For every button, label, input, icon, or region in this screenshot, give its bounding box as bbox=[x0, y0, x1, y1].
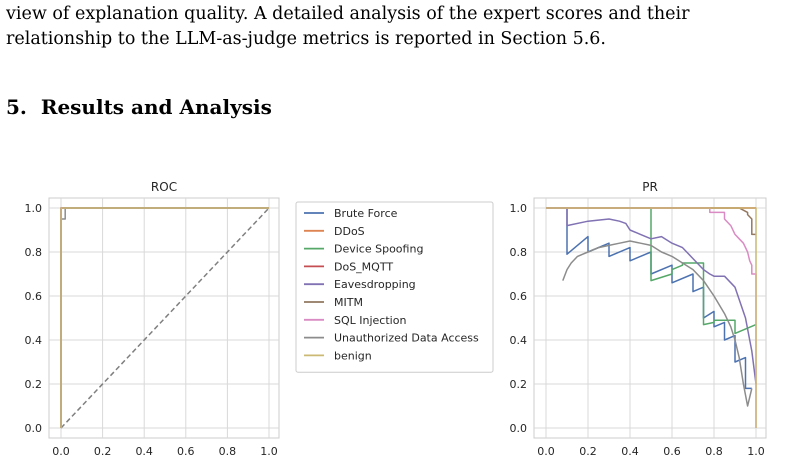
section-title: Results and Analysis bbox=[40, 95, 272, 119]
series-line-benign bbox=[60, 207, 269, 428]
x-tick-label: 0.6 bbox=[177, 445, 195, 458]
chart-title: ROC bbox=[151, 180, 177, 194]
legend-label: Brute Force bbox=[334, 207, 398, 220]
legend-label: Unauthorized Data Access bbox=[334, 332, 479, 345]
legend-label: DDoS bbox=[334, 225, 365, 238]
y-tick-label: 0.2 bbox=[510, 378, 528, 391]
diagonal-reference-line bbox=[60, 207, 270, 429]
x-tick-label: 0.2 bbox=[94, 445, 112, 458]
x-tick-label: 0.2 bbox=[579, 445, 597, 458]
legend-frame bbox=[295, 201, 494, 373]
series-line-benign bbox=[546, 207, 757, 428]
plot-frame bbox=[48, 197, 280, 439]
section-number: 5. bbox=[6, 95, 27, 119]
y-tick-label: 0.8 bbox=[510, 246, 528, 259]
y-tick-label: 0.6 bbox=[25, 290, 43, 303]
pr-panel: 0.0 0.2 0.4 0.6 0.8 1.0 0.0 0.2 0.4 0.6 0.8 1.0 PR bbox=[510, 180, 767, 458]
y-tick-label: 0.4 bbox=[510, 334, 528, 347]
legend-label: Eavesdropping bbox=[334, 278, 416, 291]
y-tick-label: 1.0 bbox=[510, 202, 528, 215]
y-tick-label: 0.0 bbox=[510, 422, 528, 435]
x-tick-label: 0.8 bbox=[705, 445, 723, 458]
legend-label: benign bbox=[334, 349, 372, 362]
paragraph-line: relationship to the LLM-as-judge metrics… bbox=[6, 29, 606, 49]
x-tick-label: 0.0 bbox=[537, 445, 555, 458]
plot-frame bbox=[533, 197, 767, 439]
figure-roc-pr: 0.0 0.2 0.4 0.6 0.8 1.0 0.0 0.2 0.4 0.6 0.8 1.0 ROC 0… bbox=[0, 170, 788, 464]
x-tick-label: 0.8 bbox=[219, 445, 237, 458]
x-tick-label: 1.0 bbox=[747, 445, 765, 458]
y-tick-label: 0.0 bbox=[25, 422, 43, 435]
y-tick-label: 1.0 bbox=[25, 202, 43, 215]
y-tick-label: 0.8 bbox=[25, 246, 43, 259]
legend-label: MITM bbox=[334, 296, 363, 309]
x-tick-label: 1.0 bbox=[260, 445, 278, 458]
section-heading: 5. Results and Analysis bbox=[6, 95, 272, 119]
series-line-sql-injection bbox=[546, 207, 757, 428]
x-tick-label: 0.4 bbox=[621, 445, 639, 458]
x-tick-label: 0.0 bbox=[52, 445, 70, 458]
roc-panel: 0.0 0.2 0.4 0.6 0.8 1.0 0.0 0.2 0.4 0.6 0.8 1.0 ROC bbox=[25, 180, 280, 458]
y-tick-label: 0.6 bbox=[510, 290, 528, 303]
x-tick-label: 0.4 bbox=[135, 445, 153, 458]
y-tick-label: 0.4 bbox=[25, 334, 43, 347]
legend-label: DoS_MQTT bbox=[334, 260, 393, 273]
paragraph-line: view of explanation quality. A detailed … bbox=[6, 4, 690, 24]
series-line-unauthorized-data-access bbox=[562, 240, 753, 407]
y-tick-label: 0.2 bbox=[25, 378, 43, 391]
legend-label: Device Spoofing bbox=[334, 243, 423, 256]
x-tick-label: 0.6 bbox=[663, 445, 681, 458]
legend-label: SQL Injection bbox=[334, 314, 406, 327]
chart-title: PR bbox=[642, 180, 658, 194]
figure-svg: 0.0 0.2 0.4 0.6 0.8 1.00.00.20.40.60.81.0ROC0… bbox=[25, 180, 767, 458]
series-line-device-spoofing bbox=[546, 207, 757, 335]
legend: Brute Force DDoS Device Spoofing DoS_MQTT Ea… bbox=[295, 201, 494, 373]
series-line-eavesdropping bbox=[546, 207, 757, 385]
body-paragraph: view of explanation quality. A detailed … bbox=[6, 2, 786, 52]
